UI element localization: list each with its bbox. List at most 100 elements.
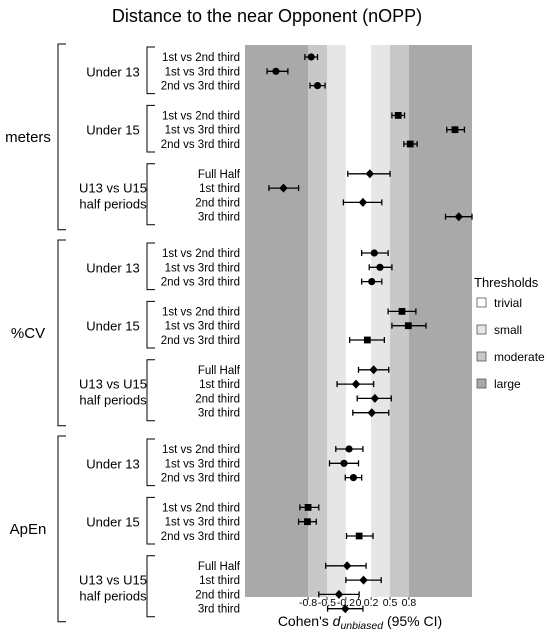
group-label: U13 vs U15 bbox=[79, 376, 147, 391]
row-label: 1st vs 3rd third bbox=[165, 125, 240, 137]
effect-point-circle bbox=[370, 249, 378, 257]
effect-point-circle bbox=[272, 67, 280, 75]
effect-point-diamond bbox=[342, 561, 352, 571]
group-label: half periods bbox=[79, 196, 147, 211]
threshold-bands bbox=[245, 45, 472, 597]
row-label: 1st vs 3rd third bbox=[165, 321, 240, 333]
group-bracket bbox=[146, 496, 155, 545]
metric-label: ApEn bbox=[10, 521, 47, 538]
tick-label: 0.2 bbox=[364, 597, 379, 609]
row-label: 1st vs 3rd third bbox=[165, 517, 240, 529]
group-bracket bbox=[146, 242, 155, 291]
row-label: 2nd vs 3rd third bbox=[161, 139, 240, 151]
row-label: Full Half bbox=[198, 169, 241, 181]
effect-point-diamond bbox=[341, 604, 350, 614]
legend-swatch-trivial bbox=[476, 297, 487, 308]
metric-block-meters bbox=[57, 43, 66, 231]
effect-point-diamond bbox=[365, 169, 375, 179]
group-label: Under 13 bbox=[86, 456, 139, 471]
group-bracket bbox=[146, 359, 155, 422]
effect-point-diamond bbox=[367, 408, 376, 418]
x-axis: -0.8 -0.5 -0.2 0 0.2 0.5 0.8 bbox=[299, 597, 416, 609]
row-label: 2nd vs 3rd third bbox=[161, 531, 240, 543]
group-bracket bbox=[146, 300, 155, 349]
row-label: Full Half bbox=[198, 365, 241, 377]
effect-marks bbox=[266, 53, 473, 614]
effect-point-circle bbox=[349, 474, 358, 482]
legend-label-trivial: trivial bbox=[494, 296, 522, 310]
legend-swatch-small bbox=[476, 324, 487, 335]
group-bracket bbox=[146, 555, 155, 618]
threshold-band-small bbox=[326, 45, 346, 597]
effect-point-square bbox=[355, 532, 363, 540]
threshold-band-large bbox=[408, 45, 472, 597]
metric-label: %CV bbox=[11, 325, 45, 342]
effect-point-circle bbox=[340, 459, 348, 467]
group-bracket bbox=[146, 46, 155, 95]
legend-swatch-large bbox=[476, 378, 487, 389]
row-label: 2nd third bbox=[195, 393, 240, 405]
row-label: 2nd third bbox=[195, 589, 240, 601]
row-label: 1st vs 2nd third bbox=[162, 306, 240, 318]
row-label: 2nd vs 3rd third bbox=[161, 473, 240, 485]
row-label: 1st vs 2nd third bbox=[162, 110, 240, 122]
threshold-band-trivial bbox=[345, 45, 372, 597]
row-label: 1st vs 2nd third bbox=[162, 248, 240, 260]
effect-point-square bbox=[451, 126, 459, 134]
row-label: 2nd third bbox=[195, 197, 240, 209]
effect-point-square bbox=[394, 112, 402, 119]
effect-point-circle bbox=[345, 445, 353, 453]
legend: Thresholds trivial small moderate large bbox=[474, 275, 545, 391]
row-label: 1st vs 2nd third bbox=[162, 502, 240, 514]
row-label: Full Half bbox=[198, 561, 241, 573]
legend-title: Thresholds bbox=[474, 275, 539, 290]
group-label: Under 15 bbox=[86, 123, 139, 138]
effect-point-square bbox=[404, 322, 412, 330]
effect-point-square bbox=[304, 504, 312, 511]
threshold-band-small bbox=[371, 45, 391, 597]
effect-point-circle bbox=[307, 53, 315, 61]
group-bracket bbox=[146, 438, 155, 487]
group-label: Under 15 bbox=[86, 319, 139, 334]
legend-label-small: small bbox=[494, 323, 522, 337]
group-label: half periods bbox=[79, 588, 147, 603]
metric-bracket bbox=[57, 43, 66, 231]
legend-label-moderate: moderate bbox=[494, 350, 545, 364]
tick-label: 0 bbox=[356, 597, 362, 609]
tick-label: -0.8 bbox=[299, 597, 317, 609]
effect-point-diamond bbox=[454, 212, 463, 222]
group-label: U13 vs U15 bbox=[79, 572, 147, 587]
threshold-band-moderate bbox=[390, 45, 409, 597]
group-bracket bbox=[146, 104, 155, 153]
effect-point-square bbox=[304, 518, 311, 526]
row-label: 1st vs 3rd third bbox=[165, 458, 240, 470]
effect-point-diamond bbox=[351, 379, 361, 389]
effect-point-diamond bbox=[334, 589, 344, 599]
row-label: 2nd vs 3rd third bbox=[161, 81, 240, 93]
row-label: 2nd vs 3rd third bbox=[161, 277, 240, 289]
group-label: Under 13 bbox=[86, 260, 139, 275]
row-labels: 1st vs 2nd third 1st vs 3rd third 2nd vs 3… bbox=[5, 52, 241, 616]
group-brackets bbox=[57, 43, 155, 623]
effect-point-square bbox=[363, 336, 371, 344]
legend-label-large: large bbox=[494, 377, 521, 391]
x-axis-label-subscript: unbiased bbox=[340, 620, 384, 632]
effect-point-circle bbox=[368, 278, 376, 286]
effect-point-diamond bbox=[370, 393, 380, 403]
threshold-band-large bbox=[245, 45, 309, 597]
metric-bracket bbox=[57, 239, 66, 427]
group-label: half periods bbox=[79, 392, 147, 407]
tick-label: -0.5 bbox=[318, 597, 336, 609]
row-label: 3rd third bbox=[198, 212, 240, 224]
effect-point-diamond bbox=[359, 575, 368, 585]
row-label: 1st vs 2nd third bbox=[162, 52, 240, 64]
row-label: 1st vs 3rd third bbox=[165, 66, 240, 78]
group-label: Under 15 bbox=[86, 515, 139, 530]
row-label: 1st third bbox=[199, 575, 240, 587]
row-label: 1st third bbox=[199, 379, 240, 391]
legend-swatch-moderate bbox=[476, 351, 487, 362]
tick-label: -0.2 bbox=[337, 597, 355, 609]
metric-block-apen bbox=[57, 435, 66, 623]
effect-point-circle bbox=[313, 82, 322, 90]
row-label: 1st vs 3rd third bbox=[165, 262, 240, 274]
